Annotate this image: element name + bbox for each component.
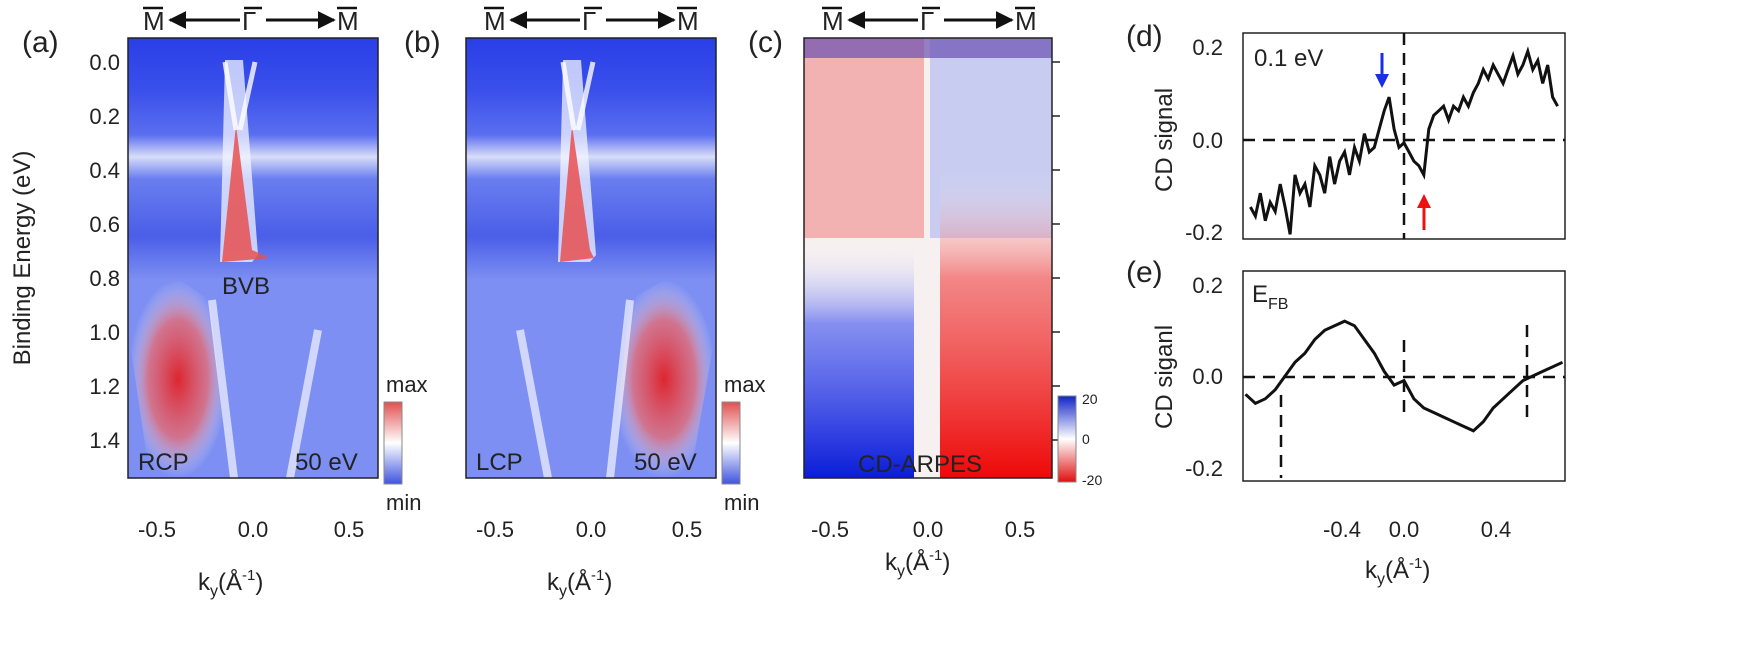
panel-a-colorbar: max min bbox=[383, 372, 428, 515]
panel-b: (b) M Γ M -0.5 0.0 0.5 ky(Å-1) bbox=[404, 6, 766, 600]
panel-a-direction: M Γ M bbox=[143, 6, 359, 36]
polarization-label: RCP bbox=[138, 449, 189, 476]
cbar-min: min bbox=[386, 490, 421, 515]
x-axis-label: ky(Å-1) bbox=[1365, 555, 1430, 588]
cbar-tick: -20 bbox=[1082, 472, 1102, 488]
panel-d: (d) CD signal 0.2 0.0 -0.2 0.1 eV bbox=[1126, 20, 1566, 245]
panel-c-colorbar: 20 0 -20 bbox=[1057, 391, 1102, 488]
panel-e-label: (e) bbox=[1126, 256, 1163, 289]
xtick: 0.5 bbox=[1005, 517, 1036, 542]
dir-center: Γ bbox=[920, 6, 934, 36]
panel-e: (e) CD siganl 0.2 0.0 -0.2 EFB -0.4 0.0 … bbox=[1126, 256, 1566, 588]
panel-a-xaxis: -0.5 0.0 0.5 ky(Å-1) bbox=[138, 517, 364, 600]
xtick: 0.5 bbox=[334, 517, 365, 542]
panel-a: (a) M Γ M 0.0 0.2 0.4 0.6 0.8 bbox=[9, 6, 428, 600]
panel-e-xaxis: -0.4 0.0 0.4 ky(Å-1) bbox=[1323, 517, 1511, 588]
cbar-tick: 20 bbox=[1082, 391, 1098, 407]
panel-c-xaxis: -0.5 0.0 0.5 ky(Å-1) bbox=[811, 517, 1035, 580]
panel-b-label: (b) bbox=[404, 26, 441, 59]
ytick: 0.8 bbox=[89, 266, 120, 291]
ytick: 0.0 bbox=[89, 50, 120, 75]
xtick: -0.5 bbox=[811, 517, 849, 542]
dir-right: M bbox=[677, 6, 699, 36]
panel-a-frame bbox=[127, 37, 379, 479]
ytick: 0.2 bbox=[1192, 273, 1223, 298]
y-axis-label: Binding Energy (eV) bbox=[9, 151, 36, 366]
xtick: -0.4 bbox=[1323, 517, 1361, 542]
panel-b-colorbar: max min bbox=[721, 372, 766, 515]
panel-c-frame bbox=[803, 37, 1053, 479]
panel-e-ylabel: CD siganl bbox=[1151, 325, 1178, 429]
panel-d-annotation: 0.1 eV bbox=[1254, 45, 1323, 72]
ytick: 0.2 bbox=[1192, 35, 1223, 60]
ytick: 1.4 bbox=[89, 428, 120, 453]
dir-left: M bbox=[822, 6, 844, 36]
panel-c-title: CD-ARPES bbox=[858, 451, 982, 478]
cd-trace-line bbox=[1244, 319, 1564, 433]
cbar-max: max bbox=[386, 372, 428, 397]
dir-left: M bbox=[143, 6, 165, 36]
xtick: 0.0 bbox=[1389, 517, 1420, 542]
panel-c-ticks bbox=[1052, 61, 1060, 441]
photon-energy: 50 eV bbox=[634, 449, 697, 476]
photon-energy: 50 eV bbox=[295, 449, 358, 476]
xtick: -0.5 bbox=[476, 517, 514, 542]
xtick: -0.5 bbox=[138, 517, 176, 542]
xtick: 0.5 bbox=[672, 517, 703, 542]
dir-right: M bbox=[1015, 6, 1037, 36]
cd-trace-line bbox=[1249, 46, 1559, 235]
xtick: 0.0 bbox=[913, 517, 944, 542]
red-arrow-icon bbox=[1417, 194, 1431, 230]
ytick: 0.0 bbox=[1192, 128, 1223, 153]
panel-c: (c) M Γ M -0.5 0.0 0.5 ky(Å-1) bbox=[748, 6, 1102, 580]
dir-center: Γ bbox=[582, 6, 596, 36]
xtick: 0.4 bbox=[1481, 517, 1512, 542]
panel-b-heatmap bbox=[466, 38, 716, 479]
ytick: 0.2 bbox=[89, 104, 120, 129]
ytick: 1.2 bbox=[89, 374, 120, 399]
panel-d-ylabel: CD signal bbox=[1151, 88, 1178, 192]
xtick: 0.0 bbox=[238, 517, 269, 542]
ytick: 0.6 bbox=[89, 212, 120, 237]
panel-c-direction: M Γ M bbox=[822, 6, 1037, 36]
band-label: BVB bbox=[222, 273, 270, 300]
polarization-label: LCP bbox=[476, 449, 523, 476]
x-axis-label: ky(Å-1) bbox=[198, 567, 263, 600]
dir-right: M bbox=[337, 6, 359, 36]
panel-b-direction: M Γ M bbox=[484, 6, 699, 36]
dir-center: Γ bbox=[242, 6, 256, 36]
cbar-max: max bbox=[724, 372, 766, 397]
panel-a-label: (a) bbox=[22, 26, 59, 59]
panel-d-label: (d) bbox=[1126, 20, 1163, 53]
panel-e-annotation: EFB bbox=[1252, 281, 1288, 313]
ytick: -0.2 bbox=[1185, 456, 1223, 481]
panel-a-yaxis: 0.0 0.2 0.4 0.6 0.8 1.0 1.2 1.4 Binding … bbox=[9, 50, 120, 453]
panel-b-xaxis: -0.5 0.0 0.5 ky(Å-1) bbox=[476, 517, 702, 600]
cbar-min: min bbox=[724, 490, 759, 515]
xtick: 0.0 bbox=[576, 517, 607, 542]
dir-left: M bbox=[484, 6, 506, 36]
ytick: 1.0 bbox=[89, 320, 120, 345]
panel-c-heatmap bbox=[804, 38, 1052, 478]
ytick: 0.0 bbox=[1192, 364, 1223, 389]
ytick: 0.4 bbox=[89, 158, 120, 183]
blue-arrow-icon bbox=[1375, 53, 1389, 88]
x-axis-label: ky(Å-1) bbox=[547, 567, 612, 600]
ytick: -0.2 bbox=[1185, 220, 1223, 245]
panel-a-heatmap bbox=[128, 38, 378, 479]
panel-b-frame bbox=[465, 37, 717, 479]
panel-c-label: (c) bbox=[748, 26, 783, 59]
cbar-tick: 0 bbox=[1082, 431, 1090, 447]
x-axis-label: ky(Å-1) bbox=[885, 547, 950, 580]
